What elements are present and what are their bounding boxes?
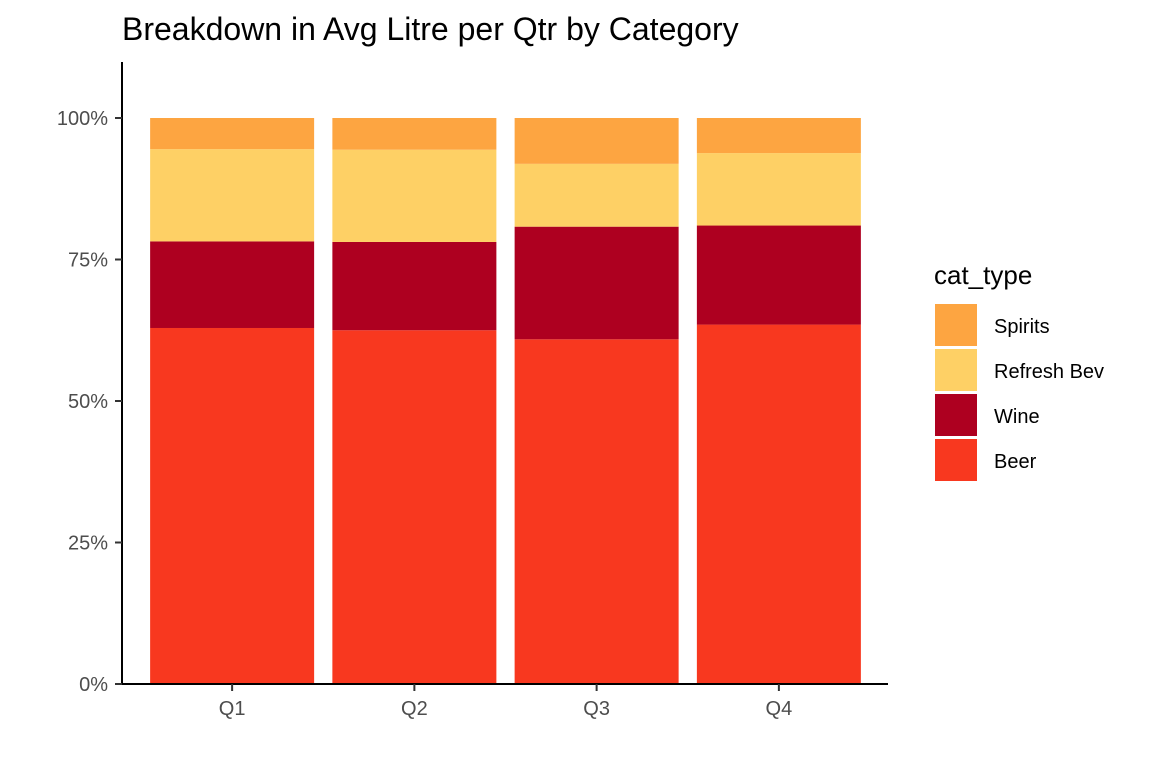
y-tick-label: 75% — [68, 250, 108, 272]
bar-segment-q3-spirits — [514, 118, 679, 164]
legend-key-spirits — [935, 304, 977, 346]
bar-segment-q4-spirits — [696, 118, 861, 154]
bar-segment-q3-refresh-bev — [514, 163, 679, 227]
legend-label: Spirits — [994, 316, 1050, 338]
x-tick-label: Q1 — [219, 698, 246, 720]
bar-segment-q4-wine — [696, 225, 861, 325]
chart-title: Breakdown in Avg Litre per Qtr by Catego… — [122, 11, 739, 47]
legend-label: Wine — [994, 406, 1040, 428]
x-tick-label: Q2 — [401, 698, 428, 720]
bar-segment-q4-beer — [696, 324, 861, 684]
bars-group — [150, 118, 861, 684]
x-axis-ticks: Q1 Q2 Q3 Q4 — [219, 684, 792, 720]
bar-segment-q3-beer — [514, 339, 679, 684]
y-tick-label: 0% — [79, 674, 108, 696]
legend-key-beer — [935, 439, 977, 481]
bar-segment-q4-refresh-bev — [696, 153, 861, 226]
x-tick-label: Q4 — [766, 698, 793, 720]
legend-items: Spirits Refresh Bev Wine Beer — [935, 304, 1104, 481]
y-tick-label: 25% — [68, 533, 108, 555]
legend-key-wine — [935, 394, 977, 436]
legend-key-refresh-bev — [935, 349, 977, 391]
x-tick-label: Q3 — [583, 698, 610, 720]
y-tick-label: 100% — [57, 108, 108, 130]
bar-segment-q2-refresh-bev — [332, 149, 497, 242]
plot-area: 0% 25% 50% 75% 100% Q1 Q2 Q3 Q4 — [57, 62, 888, 720]
legend-label: Beer — [994, 451, 1037, 473]
y-tick-label: 50% — [68, 391, 108, 413]
bar-segment-q1-refresh-bev — [150, 149, 315, 242]
bar-segment-q2-wine — [332, 241, 497, 331]
legend-label: Refresh Bev — [994, 361, 1104, 383]
bar-segment-q3-wine — [514, 226, 679, 340]
bar-segment-q2-spirits — [332, 118, 497, 150]
bar-segment-q1-wine — [150, 241, 315, 328]
bar-segment-q2-beer — [332, 330, 497, 684]
legend-title: cat_type — [934, 260, 1032, 290]
y-axis-ticks: 0% 25% 50% 75% 100% — [57, 108, 122, 696]
bar-segment-q1-spirits — [150, 118, 315, 150]
legend: cat_type Spirits Refresh Bev Wine Beer — [934, 260, 1104, 481]
bar-segment-q1-beer — [150, 327, 315, 684]
